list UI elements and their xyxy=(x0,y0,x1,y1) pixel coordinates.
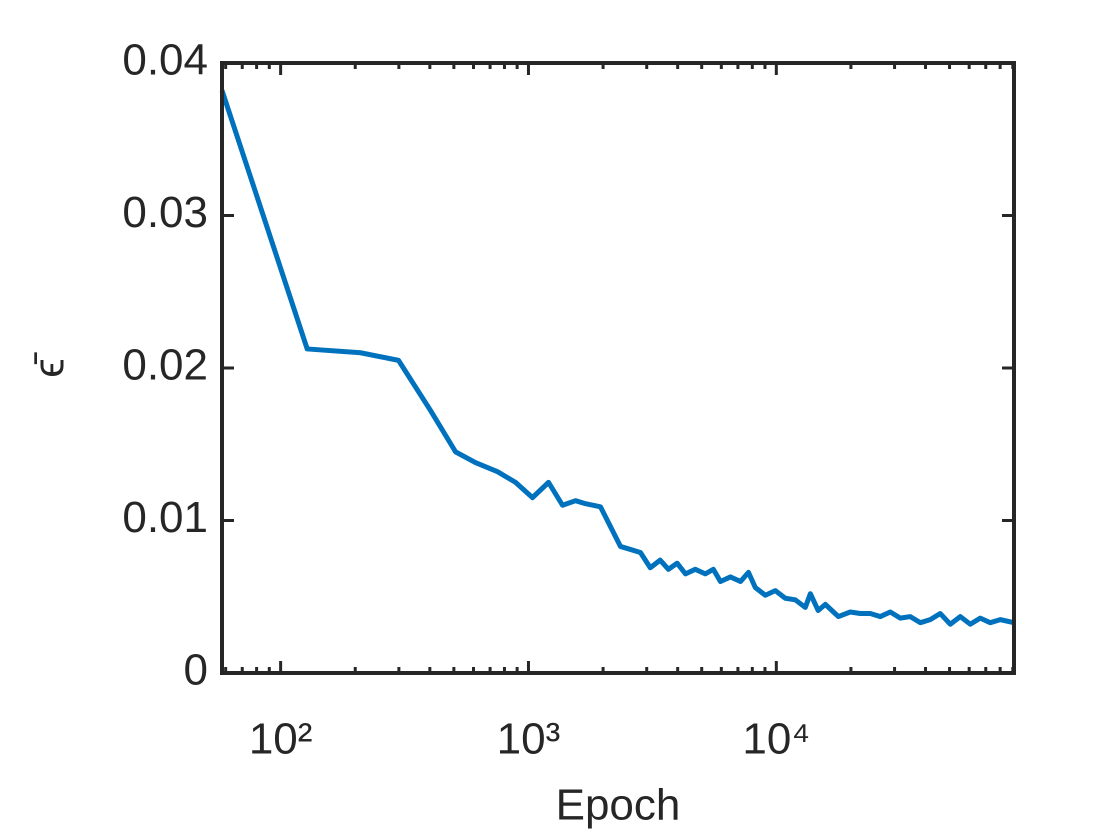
y-tick-label: 0.04 xyxy=(122,36,208,85)
y-tick-label: 0 xyxy=(184,646,208,695)
y-tick-label: 0.01 xyxy=(122,493,208,542)
data-line xyxy=(219,89,1015,627)
x-axis-label: Epoch xyxy=(556,781,681,830)
x-tick-label: 10³ xyxy=(497,715,561,764)
y-tick-label: 0.02 xyxy=(122,341,208,390)
plot-frame xyxy=(220,61,1016,675)
y-axis-label: ϵ̄ xyxy=(25,352,74,377)
x-tick-label: 10² xyxy=(249,715,313,764)
x-tick-label: 10⁴ xyxy=(742,715,810,764)
y-tick-label: 0.03 xyxy=(122,188,208,237)
